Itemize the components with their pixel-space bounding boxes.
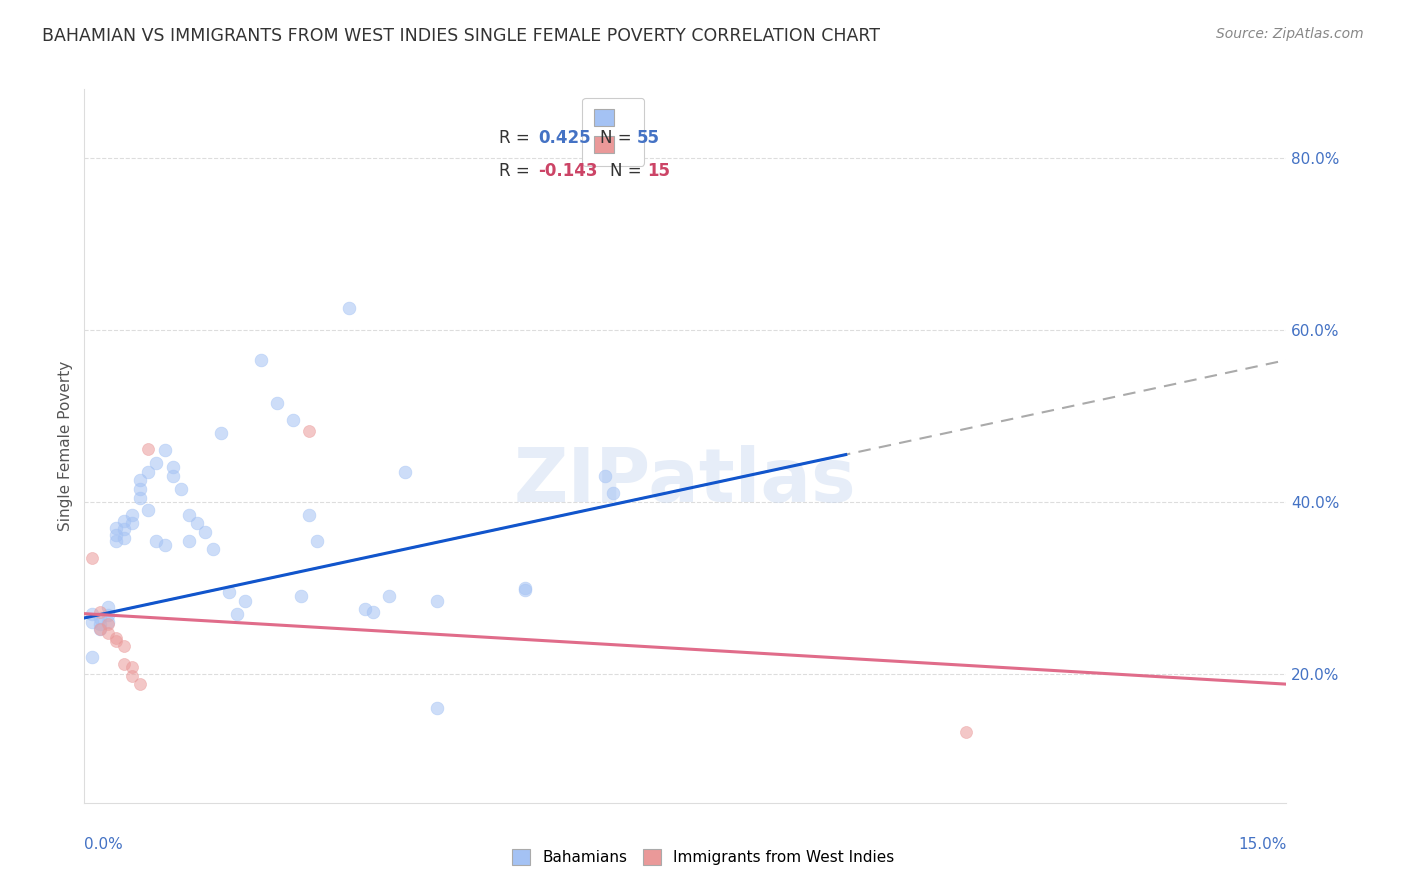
Point xyxy=(515,581,537,595)
Text: ZIPatlas: ZIPatlas xyxy=(515,445,856,518)
Point xyxy=(225,607,247,621)
Point xyxy=(82,550,104,565)
Point xyxy=(97,599,120,614)
Text: Source: ZipAtlas.com: Source: ZipAtlas.com xyxy=(1216,27,1364,41)
Point xyxy=(426,593,449,607)
Point xyxy=(218,585,240,599)
Text: -0.143: -0.143 xyxy=(538,162,598,180)
Y-axis label: Single Female Poverty: Single Female Poverty xyxy=(58,361,73,531)
Point xyxy=(177,508,200,522)
Point xyxy=(595,469,617,483)
Point xyxy=(121,660,143,674)
Text: BAHAMIAN VS IMMIGRANTS FROM WEST INDIES SINGLE FEMALE POVERTY CORRELATION CHART: BAHAMIAN VS IMMIGRANTS FROM WEST INDIES … xyxy=(42,27,880,45)
Point xyxy=(602,486,624,500)
Point xyxy=(129,677,152,691)
Point xyxy=(426,701,449,715)
Point xyxy=(138,442,160,456)
Text: 15.0%: 15.0% xyxy=(1239,838,1286,852)
Point xyxy=(105,533,128,548)
Point xyxy=(290,590,312,604)
Legend:  ,  : , xyxy=(582,97,644,166)
Text: 0.0%: 0.0% xyxy=(84,838,124,852)
Point xyxy=(121,508,143,522)
Point xyxy=(121,516,143,531)
Point xyxy=(114,514,135,528)
Point xyxy=(177,533,200,548)
Point xyxy=(82,607,104,621)
Point xyxy=(186,516,208,531)
Point xyxy=(105,634,128,648)
Text: 0.425: 0.425 xyxy=(538,129,591,147)
Point xyxy=(89,611,111,625)
Point xyxy=(89,622,111,636)
Point xyxy=(105,521,128,535)
Point xyxy=(361,605,384,619)
Point xyxy=(89,622,111,636)
Point xyxy=(233,593,256,607)
Point xyxy=(89,617,111,632)
Point xyxy=(298,425,321,439)
Point xyxy=(209,426,232,441)
Point xyxy=(153,443,176,458)
Point xyxy=(97,615,120,630)
Text: 55: 55 xyxy=(637,129,659,147)
Point xyxy=(281,413,304,427)
Point xyxy=(97,617,120,632)
Point xyxy=(129,491,152,505)
Point xyxy=(145,456,167,470)
Text: R =: R = xyxy=(499,129,536,147)
Point xyxy=(105,631,128,645)
Point xyxy=(105,527,128,541)
Point xyxy=(82,649,104,664)
Text: N =: N = xyxy=(610,162,647,180)
Point xyxy=(89,605,111,619)
Point xyxy=(955,725,977,739)
Point xyxy=(138,465,160,479)
Point xyxy=(114,640,135,654)
Text: R =: R = xyxy=(499,162,536,180)
Point xyxy=(82,615,104,630)
Point xyxy=(97,608,120,623)
Point xyxy=(169,482,191,496)
Point xyxy=(201,542,224,557)
Point xyxy=(153,538,176,552)
Point xyxy=(266,396,288,410)
Point xyxy=(354,602,377,616)
Point xyxy=(97,625,120,640)
Point xyxy=(298,508,321,522)
Point xyxy=(305,533,328,548)
Point xyxy=(194,524,217,539)
Point xyxy=(145,533,167,548)
Point xyxy=(121,668,143,682)
Point xyxy=(129,474,152,488)
Point xyxy=(114,657,135,671)
Point xyxy=(378,590,401,604)
Point xyxy=(337,301,360,316)
Text: N =: N = xyxy=(600,129,637,147)
Point xyxy=(162,460,184,475)
Legend: Bahamians, Immigrants from West Indies: Bahamians, Immigrants from West Indies xyxy=(506,843,900,871)
Point xyxy=(129,482,152,496)
Point xyxy=(114,522,135,536)
Point xyxy=(515,582,537,597)
Text: 15: 15 xyxy=(647,162,669,180)
Point xyxy=(138,503,160,517)
Point xyxy=(162,469,184,483)
Point xyxy=(114,531,135,545)
Point xyxy=(249,353,271,368)
Point xyxy=(394,465,416,479)
